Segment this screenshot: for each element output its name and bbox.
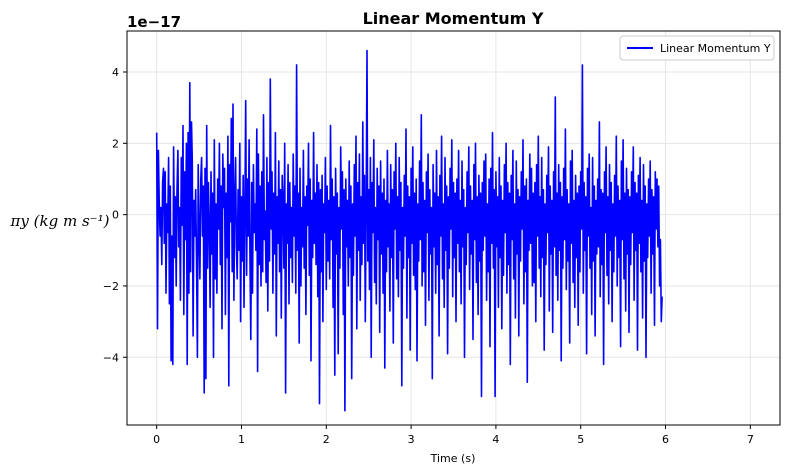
legend: Linear Momentum Y xyxy=(619,35,775,61)
y-axis: −4 −2 0 2 4 xyxy=(103,66,127,364)
x-tick-label: 0 xyxy=(153,433,160,446)
x-tick-label: 1 xyxy=(238,433,245,446)
y-tick-label: −4 xyxy=(103,351,119,364)
x-axis-label: Time (s) xyxy=(430,452,476,465)
legend-box xyxy=(619,35,775,61)
x-tick-label: 4 xyxy=(492,433,499,446)
series-line xyxy=(155,49,663,412)
x-tick-label: 2 xyxy=(323,433,330,446)
y-tick-label: −2 xyxy=(103,280,119,293)
y-axis-label: πy (kg m s⁻¹) xyxy=(10,212,110,230)
x-tick-label: 3 xyxy=(408,433,415,446)
y-offset-label: 1e−17 xyxy=(127,13,181,31)
x-tick-label: 7 xyxy=(747,433,754,446)
x-tick-label: 6 xyxy=(662,433,669,446)
x-axis: 0 1 2 3 4 5 6 7 xyxy=(153,425,754,446)
chart-title: Linear Momentum Y xyxy=(363,9,544,28)
y-tick-label: 4 xyxy=(112,66,119,79)
series-layer xyxy=(155,49,663,412)
legend-label: Linear Momentum Y xyxy=(660,42,771,55)
y-tick-label: 2 xyxy=(112,137,119,150)
plot-frame xyxy=(126,30,781,426)
x-tick-label: 5 xyxy=(577,433,584,446)
y-tick-label: 0 xyxy=(112,209,119,222)
